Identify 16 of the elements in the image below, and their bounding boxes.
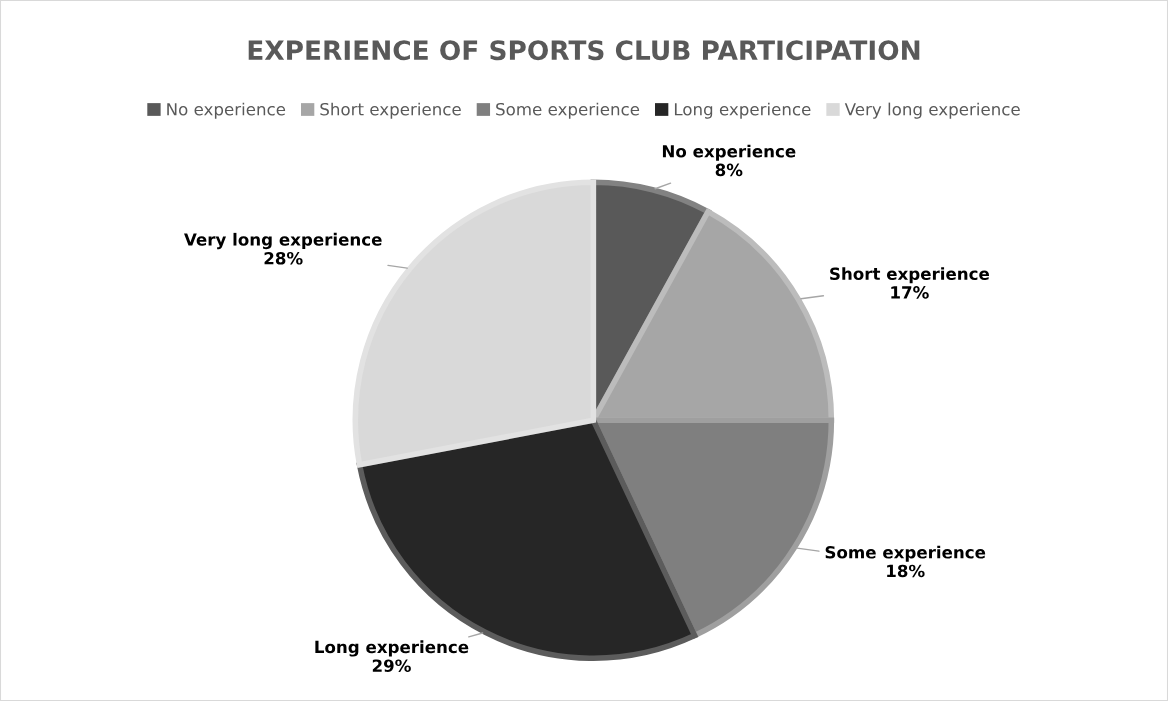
legend-label: Very long experience — [844, 102, 1020, 119]
slice-label: Short experience — [830, 267, 990, 284]
legend-label: Long experience — [674, 102, 811, 119]
data-label: 29% — [372, 659, 411, 672]
slice-label: Very long experience — [184, 232, 382, 250]
legend-label: Short experience — [320, 102, 461, 119]
chart-title: EXPERIENCE OF SPORTS CLUB PARTICIPATION — [248, 40, 920, 61]
legend-label: No experience — [167, 102, 286, 119]
data-label: 28% — [264, 251, 303, 265]
data-label: 17% — [891, 286, 929, 299]
data-label: 18% — [887, 564, 925, 578]
slice-label: No experience — [662, 144, 796, 161]
legend-label: Some experience — [496, 102, 640, 119]
slice-label: Some experience — [825, 545, 986, 562]
slice-label: Long experience — [315, 640, 469, 657]
data-label: 8% — [715, 163, 743, 177]
